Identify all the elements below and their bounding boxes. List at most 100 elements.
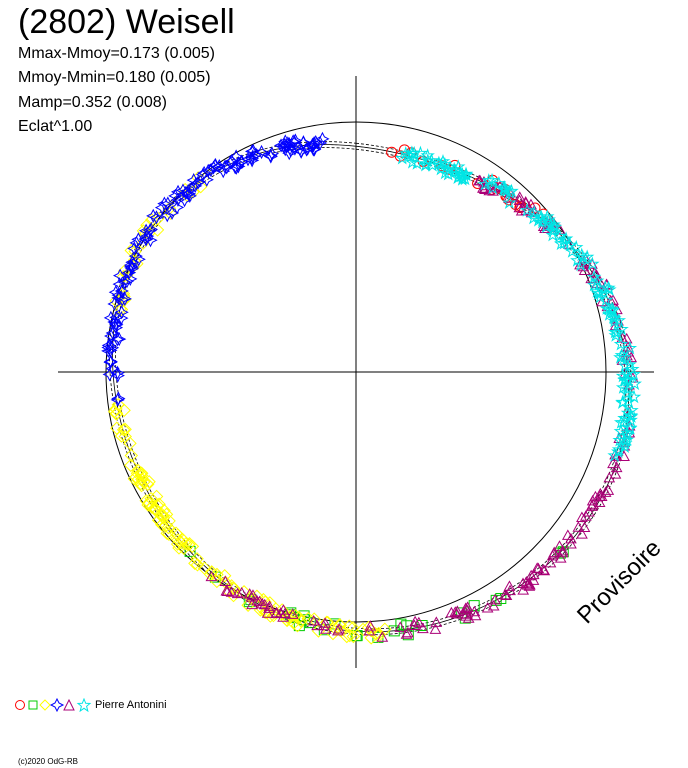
- data-point-star4: [131, 232, 146, 247]
- data-point-star5: [455, 170, 470, 185]
- data-point-star5: [615, 368, 631, 383]
- data-point-star5: [604, 301, 620, 316]
- data-point-star5: [558, 231, 574, 246]
- data-point-star5: [497, 180, 512, 194]
- data-point-star5: [622, 420, 638, 435]
- data-point-diamond: [311, 624, 326, 638]
- data-point-star5: [491, 175, 507, 190]
- data-point-triangle: [483, 184, 496, 196]
- data-point-diamond: [301, 611, 315, 626]
- data-point-triangle: [477, 182, 489, 193]
- data-point-diamond: [177, 541, 191, 556]
- data-point-triangle: [513, 191, 526, 202]
- legend-observer-label: Pierre Antonini: [95, 699, 167, 711]
- data-point-star4: [160, 196, 175, 211]
- data-point-triangle: [577, 260, 590, 272]
- data-point-star4: [112, 331, 127, 347]
- data-point-triangle: [225, 586, 238, 597]
- data-point-star4: [123, 271, 138, 287]
- data-point-diamond: [141, 498, 155, 512]
- data-point-triangle: [579, 510, 592, 521]
- data-point-star4: [103, 355, 118, 370]
- data-point-diamond: [292, 610, 306, 625]
- data-point-star5: [502, 195, 517, 209]
- data-point-triangle: [523, 580, 536, 591]
- data-point-star5: [607, 448, 622, 462]
- data-point-triangle: [576, 528, 588, 539]
- data-point-star5: [601, 280, 616, 295]
- data-point-triangle: [610, 450, 623, 461]
- data-point-star4: [115, 292, 130, 307]
- data-point-star5: [622, 340, 638, 355]
- data-point-triangle: [593, 496, 606, 507]
- data-point-diamond: [147, 501, 161, 516]
- data-point-star4: [103, 354, 118, 369]
- data-point-star4: [203, 163, 219, 178]
- data-point-triangle: [565, 537, 577, 549]
- data-point-triangle: [554, 552, 567, 563]
- data-point-diamond: [118, 422, 132, 437]
- data-point-triangle: [394, 621, 407, 632]
- data-point-triangle: [363, 624, 376, 636]
- data-point-star4: [125, 255, 140, 270]
- data-point-triangle: [461, 601, 474, 612]
- data-point-triangle: [319, 623, 332, 634]
- data-point-star4: [170, 184, 186, 199]
- data-point-triangle: [599, 486, 612, 497]
- data-point-star5: [609, 325, 625, 339]
- stat-mmoy-mmin: Mmoy-Mmin=0.180 (0.005): [18, 69, 211, 86]
- data-point-star4: [105, 361, 120, 376]
- data-point-star5: [552, 228, 567, 243]
- data-point-star4: [223, 155, 238, 170]
- data-point-diamond: [333, 618, 347, 633]
- legend-circle-icon: [15, 700, 25, 710]
- data-point-diamond: [224, 579, 239, 593]
- data-point-triangle: [531, 562, 544, 573]
- data-point-diamond: [151, 513, 166, 527]
- data-point-star4: [300, 141, 315, 156]
- data-point-star5: [413, 145, 428, 160]
- data-point-triangle: [231, 587, 244, 599]
- data-point-star4: [178, 185, 193, 201]
- data-point-star4: [121, 265, 137, 280]
- data-point-diamond: [275, 603, 289, 617]
- data-point-triangle: [469, 609, 482, 621]
- data-point-star4: [138, 223, 154, 238]
- data-point-diamond: [162, 527, 176, 541]
- data-point-star4: [143, 233, 158, 248]
- data-point-diamond: [131, 463, 145, 478]
- data-point-diamond: [129, 470, 143, 484]
- data-point-diamond: [371, 629, 386, 643]
- data-point-star5: [592, 289, 608, 304]
- data-point-star4: [199, 172, 214, 187]
- data-point-triangle: [445, 606, 458, 618]
- data-point-triangle: [246, 598, 258, 610]
- data-point-triangle: [588, 266, 601, 278]
- data-point-triangle: [274, 607, 287, 618]
- fit-curves: [109, 141, 633, 636]
- data-point-diamond: [244, 591, 259, 606]
- data-point-diamond: [124, 458, 138, 473]
- data-point-triangle: [572, 521, 585, 532]
- data-point-diamond: [139, 494, 153, 508]
- data-point-star4: [117, 291, 132, 306]
- data-point-star4: [138, 232, 154, 247]
- data-point-diamond: [160, 526, 174, 541]
- data-point-diamond: [140, 477, 155, 492]
- data-point-triangle: [586, 500, 598, 511]
- data-point-star5: [613, 423, 629, 438]
- data-point-triangle: [429, 623, 442, 634]
- data-point-square: [401, 620, 413, 632]
- data-point-diamond: [190, 558, 205, 572]
- data-point-star4: [109, 317, 124, 332]
- data-point-star4: [154, 200, 170, 215]
- data-point-star5: [394, 150, 410, 165]
- data-point-star5: [598, 292, 614, 307]
- data-point-diamond: [118, 429, 132, 444]
- data-point-triangle: [517, 584, 530, 595]
- data-point-diamond: [346, 629, 361, 644]
- data-point-diamond: [155, 518, 169, 532]
- data-point-star5: [586, 277, 602, 292]
- data-point-star5: [431, 155, 447, 170]
